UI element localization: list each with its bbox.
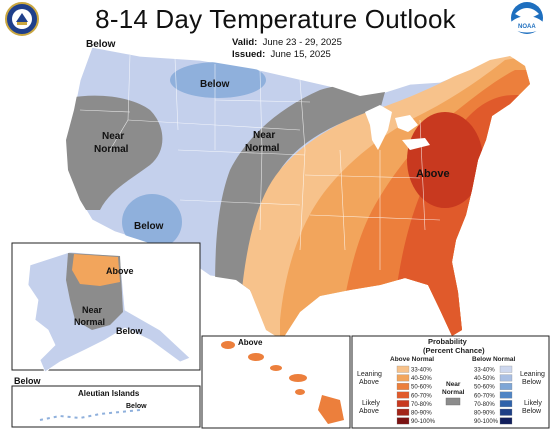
legend-below-bin-label: 40-50% bbox=[474, 376, 495, 382]
legend-below-bin-label: 90-100% bbox=[474, 419, 499, 425]
legend-above-header: Above Normal bbox=[390, 356, 434, 363]
legend-above-scale: 33-40% 40-50% 50-60% 60-70% 70-80% 80-90% 90-1… bbox=[396, 365, 436, 425]
legend-near-line2: Normal bbox=[442, 389, 465, 396]
aleutian-inset-frame bbox=[11, 385, 201, 428]
legend-above-swatch bbox=[396, 408, 410, 416]
label-hawaii-above: Above bbox=[238, 338, 263, 347]
label-below-north: Below bbox=[200, 79, 230, 90]
legend-leaning-below-line2: Below bbox=[522, 379, 542, 386]
above-70-80-region bbox=[407, 112, 483, 208]
legend-above-swatch bbox=[396, 374, 410, 382]
legend-below-header: Below Normal bbox=[472, 356, 516, 363]
label-alaska-near-line2: Normal bbox=[74, 317, 105, 327]
great-lakes bbox=[365, 105, 392, 150]
near-normal-west-region bbox=[66, 95, 163, 210]
label-below-southwest: Below bbox=[134, 221, 164, 232]
legend-below-swatch bbox=[499, 400, 513, 408]
legend-below-swatch bbox=[499, 417, 513, 425]
noaa-logo-text: NOAA bbox=[518, 24, 536, 30]
legend-title-line1: Probability bbox=[428, 337, 468, 346]
legend-below-bin-label: 33-40% bbox=[474, 368, 495, 374]
legend-likely-below-line2: Below bbox=[522, 408, 542, 415]
legend-below-swatch bbox=[499, 408, 513, 416]
valid-label: Valid: bbox=[232, 37, 258, 48]
legend-above-bin-label: 80-90% bbox=[411, 411, 432, 417]
legend-near-line1: Near bbox=[446, 381, 461, 388]
legend-likely-above-line1: Likely bbox=[362, 400, 380, 407]
label-alaska-below-se: Below bbox=[116, 326, 144, 336]
label-aleutian-title: Aleutian Islands bbox=[78, 389, 140, 398]
legend-below-bin-label: 80-90% bbox=[474, 411, 495, 417]
legend-below-bin-label: 60-70% bbox=[474, 393, 495, 399]
legend-below-swatch bbox=[499, 383, 513, 390]
legend-leaning-above-line1: Leaning bbox=[357, 371, 382, 378]
legend-title-line2: (Percent Chance) bbox=[423, 346, 485, 355]
valid-value: June 23 - 29, 2025 bbox=[262, 37, 342, 48]
label-near-west-line2: Normal bbox=[94, 144, 129, 155]
date-info: Valid: June 23 - 29, 2025 Issued: June 1… bbox=[232, 37, 342, 61]
legend-below-swatch bbox=[499, 374, 513, 382]
label-below-northwest: Below bbox=[86, 39, 116, 50]
legend-below-swatch bbox=[499, 391, 513, 399]
near-normal-central-region bbox=[215, 84, 385, 301]
legend-above-bin-label: 70-80% bbox=[411, 402, 432, 408]
label-above-east: Above bbox=[416, 168, 450, 180]
label-near-west-line1: Near bbox=[102, 131, 124, 142]
legend-leaning-below-line1: Leaning bbox=[520, 371, 545, 378]
legend-above-swatch bbox=[396, 365, 410, 373]
legend-below-bin-label: 50-60% bbox=[474, 385, 495, 391]
noaa-logo-icon: NOAA bbox=[511, 2, 543, 34]
alaska-above bbox=[72, 254, 120, 286]
label-aleutian-below: Below bbox=[126, 403, 147, 410]
legend-below-swatch bbox=[499, 365, 513, 373]
legend-likely-above-line2: Above bbox=[359, 408, 379, 415]
legend-above-bin-label: 40-50% bbox=[411, 376, 432, 382]
issued-value: June 15, 2025 bbox=[270, 49, 331, 60]
hawaii-islands bbox=[221, 341, 344, 424]
label-alaska-below-sw: Below bbox=[14, 376, 42, 386]
legend-above-bin-label: 90-100% bbox=[411, 419, 436, 425]
legend-near-swatch bbox=[445, 397, 461, 406]
legend-leaning-above-line2: Above bbox=[359, 379, 379, 386]
label-alaska-near-line1: Near bbox=[82, 305, 103, 315]
legend-above-bin-label: 50-60% bbox=[411, 385, 432, 391]
legend-frame bbox=[351, 335, 550, 429]
legend-below-bin-label: 70-80% bbox=[474, 402, 495, 408]
legend-above-swatch bbox=[396, 383, 410, 390]
legend-likely-below-line1: Likely bbox=[524, 400, 542, 407]
legend-above-swatch bbox=[396, 391, 410, 399]
below-north-region bbox=[170, 62, 266, 98]
legend-below-scale: 33-40% 40-50% 50-60% 60-70% 70-80% 80-90% 90-1… bbox=[474, 365, 513, 425]
legend-above-swatch bbox=[396, 417, 410, 425]
aleutian-islands bbox=[39, 409, 141, 421]
label-alaska-above: Above bbox=[106, 266, 134, 276]
label-near-central-line1: Near bbox=[253, 130, 275, 141]
label-near-central-line2: Normal bbox=[245, 143, 280, 154]
page-title: 8-14 Day Temperature Outlook bbox=[95, 4, 456, 34]
issued-label: Issued: bbox=[232, 49, 266, 60]
below-southwest-region bbox=[122, 194, 182, 250]
legend-above-bin-label: 60-70% bbox=[411, 393, 432, 399]
legend-above-bin-label: 33-40% bbox=[411, 368, 432, 374]
state-borders bbox=[79, 54, 441, 270]
doc-seal-icon bbox=[5, 2, 39, 36]
legend-above-swatch bbox=[396, 400, 410, 408]
